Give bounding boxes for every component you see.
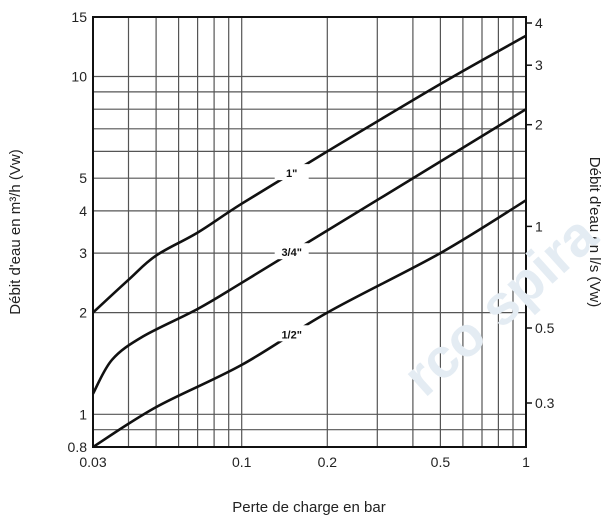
series-label-bg xyxy=(274,164,309,181)
series-label: 1" xyxy=(286,168,297,180)
x-tick-label: 0.1 xyxy=(232,454,252,470)
series-label-bg xyxy=(274,243,309,260)
y-tick-labels: 0.8 1 2 3 4 5 10 15 xyxy=(68,9,88,455)
y2-tick-label: 0.3 xyxy=(535,395,555,411)
series-label-bg xyxy=(274,325,309,342)
x-tick-label: 1 xyxy=(522,454,530,470)
y2-axis-title: Débit d'eau en l/s (Vw) xyxy=(586,157,603,307)
y2-tick-label: 0.5 xyxy=(535,320,555,336)
y2-tick-label: 4 xyxy=(535,15,543,31)
series-label: 3/4" xyxy=(281,247,302,259)
y-tick-label: 1 xyxy=(79,406,87,422)
y2-tick-label: 3 xyxy=(535,57,543,73)
plot-frame xyxy=(92,16,527,448)
y-tick-label: 0.8 xyxy=(68,439,88,455)
x-tick-label: 0.2 xyxy=(318,454,338,470)
x-tick-labels: 0.03 0.1 0.2 0.5 1 xyxy=(79,454,530,470)
y-tick-label: 5 xyxy=(79,170,87,186)
series-labels: 1" 3/4" 1/2" xyxy=(274,164,309,342)
y-tick-label: 3 xyxy=(79,245,87,261)
y-tick-label: 15 xyxy=(71,9,87,25)
series-lines xyxy=(91,34,527,449)
series-label: 1/2" xyxy=(281,329,302,341)
y2-tick-label: 1 xyxy=(535,218,543,234)
y2-tick-label: 2 xyxy=(535,117,543,133)
x-tick-label: 0.03 xyxy=(79,454,106,470)
y2-tick-labels: 0.3 0.5 1 2 3 4 xyxy=(526,15,555,411)
y-tick-label: 4 xyxy=(79,203,87,219)
y-tick-label: 10 xyxy=(71,69,87,85)
x-tick-label: 0.5 xyxy=(431,454,451,470)
series-line xyxy=(92,34,527,314)
x-axis-title: Perte de charge en bar xyxy=(232,499,385,516)
series-line xyxy=(91,108,527,395)
y-tick-label: 2 xyxy=(79,305,87,321)
y-axis-title: Débit d'eau en m³/h (Vw) xyxy=(7,149,24,314)
